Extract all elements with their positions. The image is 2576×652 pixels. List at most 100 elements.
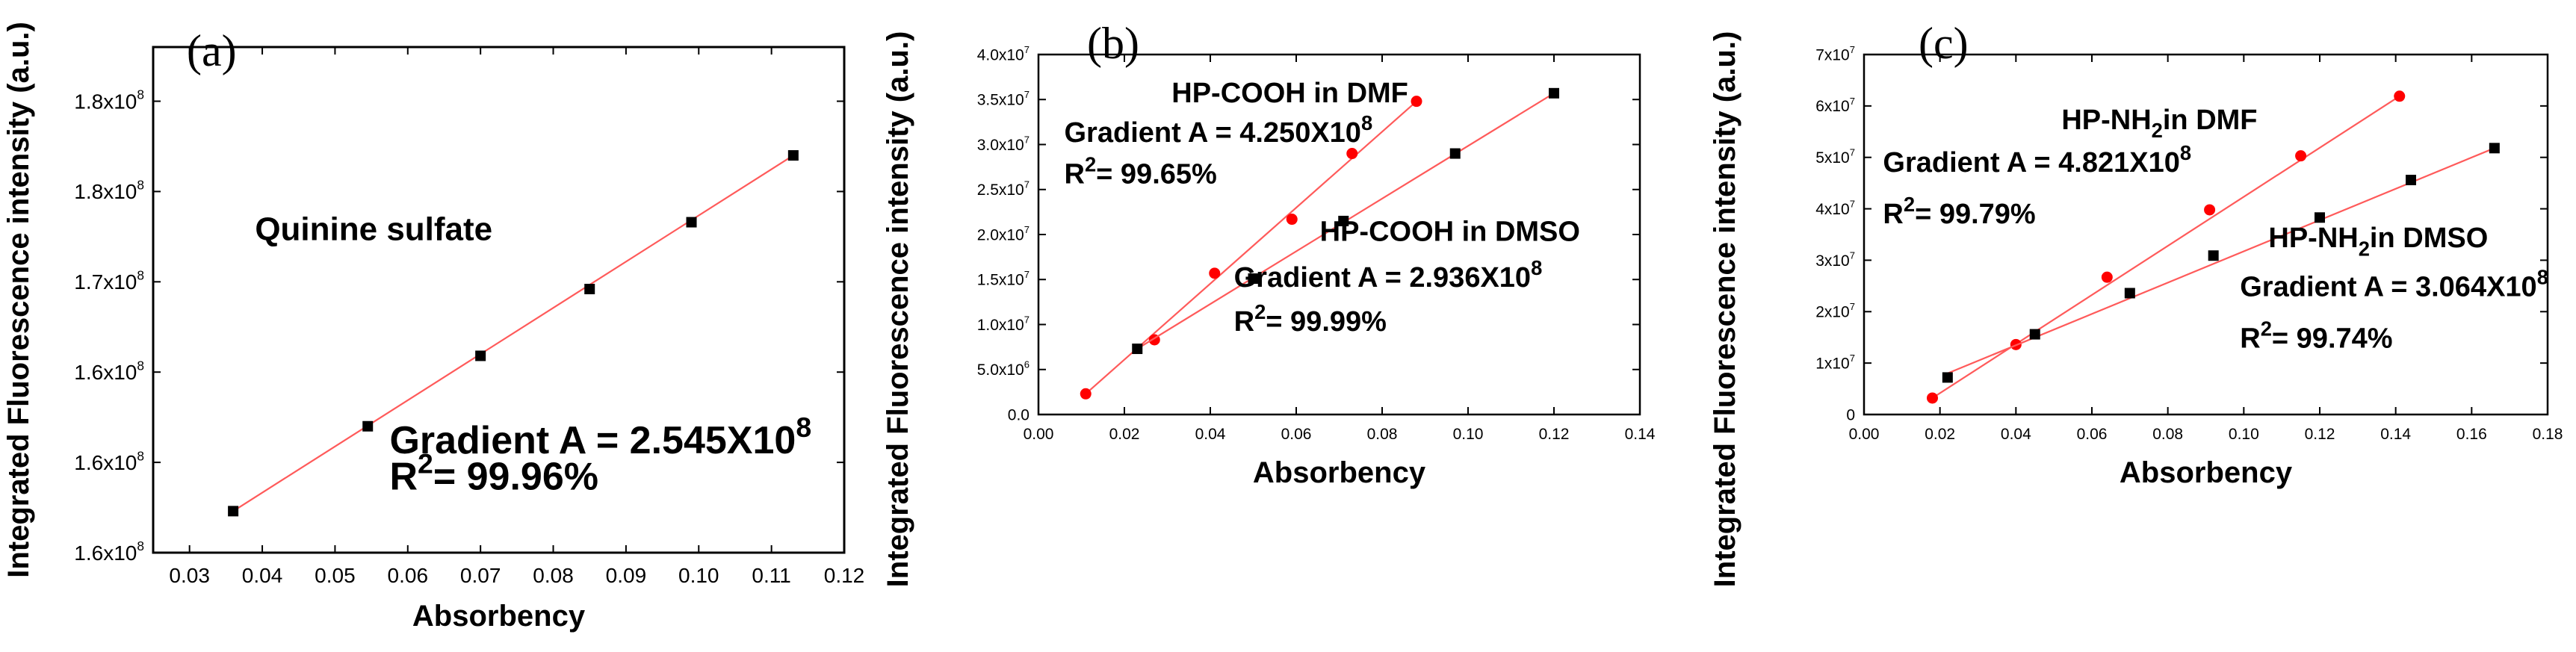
panel-label: (c) <box>1919 19 1969 68</box>
y-tick-mantissa: 5.0x10 <box>977 361 1024 379</box>
x-tick-label: 0.06 <box>1281 426 1312 443</box>
y-tick-label: 2.5x107 <box>977 179 1030 199</box>
annotation-text: HP-COOH in DMSO <box>1320 216 1580 247</box>
y-tick-exponent: 7 <box>1850 301 1855 312</box>
x-tick-label: 0.14 <box>1625 426 1656 443</box>
y-tick-mantissa: 1.6x10 <box>74 361 137 384</box>
x-tick-label: 0.10 <box>1453 426 1484 443</box>
data-point <box>787 150 799 161</box>
annotation-superscript: 2 <box>2261 317 2272 341</box>
data-point <box>2101 271 2113 283</box>
y-tick-label: 1.8x108 <box>74 87 144 114</box>
y-tick-label: 7x107 <box>1815 44 1855 63</box>
data-point <box>2204 204 2216 216</box>
y-tick-mantissa: 5x10 <box>1815 149 1850 167</box>
annotation-c_grad2: Gradient A = 3.064X108 <box>2240 266 2548 303</box>
annotation-superscript: 8 <box>2537 266 2548 289</box>
x-tick-label: 0.04 <box>1195 426 1226 443</box>
data-point <box>1132 344 1143 355</box>
annotation-superscript: 2 <box>1904 193 1915 216</box>
data-point <box>1080 388 1092 400</box>
y-tick-label: 4.0x107 <box>977 44 1030 63</box>
annotation-a_r2: R2= 99.96% <box>389 448 598 499</box>
annotation-text: Gradient A = 2.545X10 <box>389 419 796 462</box>
data-point <box>2394 90 2406 102</box>
annotation-text: HP-COOH in DMF <box>1171 78 1408 109</box>
annotation-prefix: R <box>1234 306 1254 338</box>
y-tick-exponent: 8 <box>137 538 144 553</box>
annotation-text: Gradient A = 4.821X10 <box>1883 147 2179 178</box>
y-tick-exponent: 7 <box>1850 353 1855 364</box>
annotation-b_r21: R2= 99.65% <box>1065 152 1217 190</box>
annotation-c_r22: R2= 99.74% <box>2240 317 2392 355</box>
annotation-text: Gradient A = 2.936X10 <box>1234 262 1531 294</box>
y-tick-label: 3.5x107 <box>977 89 1030 108</box>
y-tick-mantissa: 0 <box>1846 406 1855 423</box>
y-tick-label: 0 <box>1846 406 1855 423</box>
annotation-c_dmso: HP-NH2in DMSO <box>2268 223 2488 260</box>
x-tick-label: 0.10 <box>2229 426 2259 443</box>
data-point <box>1411 96 1422 108</box>
y-tick-mantissa: 1x10 <box>1815 355 1850 372</box>
data-point <box>1346 148 1358 160</box>
y-tick-mantissa: 1.6x10 <box>74 451 137 474</box>
x-tick-label: 0.00 <box>1849 426 1880 443</box>
x-tick-label: 0.12 <box>2305 426 2335 443</box>
x-tick-label: 0.08 <box>533 564 574 587</box>
data-point <box>2295 150 2307 162</box>
x-tick-label: 0.09 <box>606 564 647 587</box>
annotation-text: = 99.96% <box>433 455 598 498</box>
annotation-c_dmf: HP-NH2in DMF <box>2061 105 2257 142</box>
y-tick-exponent: 7 <box>1024 224 1030 235</box>
x-axis-title: Absorbency <box>1253 456 1426 489</box>
annotation-subscript: 2 <box>2359 237 2370 261</box>
y-tick-label: 0.0 <box>1008 406 1030 423</box>
x-tick-label: 0.06 <box>2077 426 2108 443</box>
annotation-b_grad1: Gradient A = 4.250X108 <box>1065 111 1373 149</box>
y-tick-mantissa: 1.8x10 <box>74 180 137 203</box>
annotation-prefix: R <box>389 455 418 498</box>
annotation-c_grad1: Gradient A = 4.821X108 <box>1883 141 2191 178</box>
x-axis-title: Absorbency <box>412 600 586 633</box>
y-tick-exponent: 7 <box>1024 89 1030 100</box>
y-tick-label: 5.0x106 <box>977 359 1030 379</box>
y-tick-label: 1x107 <box>1815 353 1855 372</box>
y-tick-label: 1.8x108 <box>74 178 144 204</box>
y-tick-mantissa: 3.0x10 <box>977 137 1024 154</box>
data-point <box>2208 250 2219 261</box>
annotation-prefix: HP-NH <box>2061 105 2151 136</box>
annotation-prefix: R <box>2240 323 2260 354</box>
x-tick-label: 0.00 <box>1024 426 1054 443</box>
annotation-a_grad: Gradient A = 2.545X108 <box>389 412 811 462</box>
x-tick-label: 0.04 <box>2001 426 2031 443</box>
y-tick-mantissa: 6x10 <box>1815 98 1850 115</box>
y-tick-exponent: 7 <box>1850 198 1855 209</box>
data-point <box>228 506 239 517</box>
x-tick-label: 0.02 <box>1109 426 1140 443</box>
y-tick-mantissa: 0.0 <box>1008 406 1030 423</box>
y-tick-exponent: 8 <box>137 448 144 463</box>
annotation-superscript: 2 <box>418 448 433 479</box>
y-tick-mantissa: 1.5x10 <box>977 272 1024 289</box>
annotation-b_r22: R2= 99.99% <box>1234 300 1387 338</box>
annotation-text: = 99.79% <box>1915 199 2036 230</box>
y-tick-mantissa: 2.0x10 <box>977 226 1024 243</box>
annotation-subscript: 2 <box>2152 119 2163 142</box>
y-tick-label: 1.0x107 <box>977 314 1030 333</box>
y-tick-label: 3.0x107 <box>977 134 1030 153</box>
x-tick-label: 0.02 <box>1925 426 1955 443</box>
annotation-c_r21: R2= 99.79% <box>1883 193 2035 230</box>
axes-frame <box>152 46 846 554</box>
y-tick-exponent: 8 <box>137 178 144 193</box>
y-tick-mantissa: 1.0x10 <box>977 317 1024 334</box>
y-tick-exponent: 7 <box>1850 147 1855 158</box>
axes-frame <box>1863 53 2549 416</box>
y-tick-label: 1.6x108 <box>74 538 144 565</box>
data-point <box>1338 215 1349 226</box>
y-tick-exponent: 7 <box>1850 96 1855 107</box>
annotation-text: = 99.99% <box>1266 306 1387 338</box>
x-tick-label: 0.08 <box>1367 426 1398 443</box>
y-tick-exponent: 7 <box>1024 314 1030 325</box>
